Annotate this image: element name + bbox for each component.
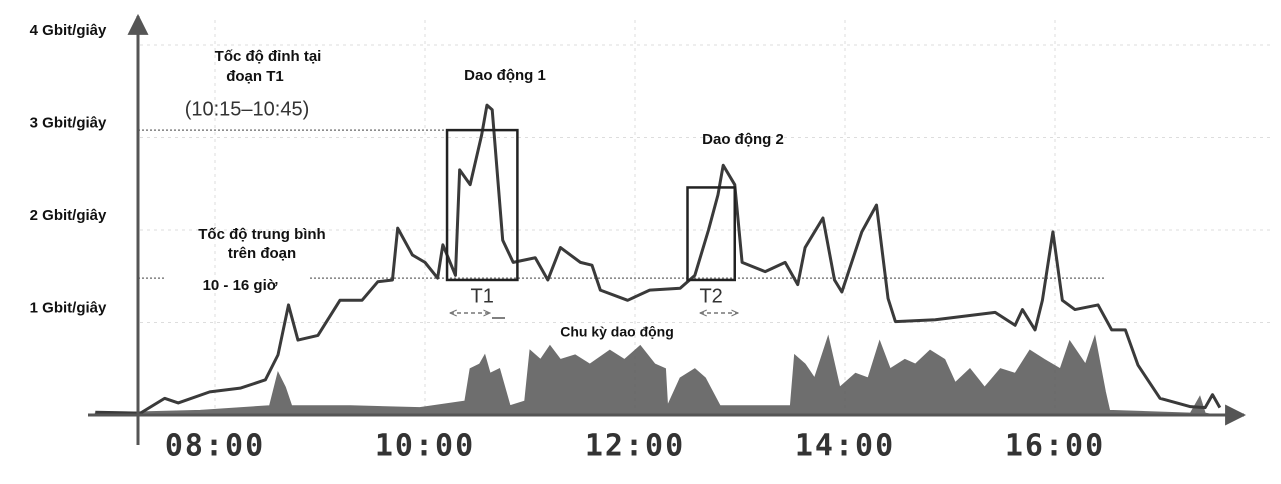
y-tick-label: 4 Gbit/giây — [30, 22, 107, 39]
annotation: Chu kỳ dao động — [560, 324, 674, 340]
annotation: Tốc độ trung bình — [198, 226, 325, 243]
x-tick-label: 10:00 — [375, 429, 475, 464]
x-tick-label: 08:00 — [165, 429, 265, 464]
annotation: 10 - 16 giờ — [203, 277, 278, 294]
y-tick-label: 2 Gbit/giây — [30, 207, 107, 224]
annotation: đoạn T1 — [226, 68, 284, 85]
annotation: Dao động 1 — [464, 67, 546, 84]
line — [95, 103, 1222, 415]
area — [94, 334, 1215, 416]
x-tick-label: 12:00 — [585, 429, 685, 464]
annotation: trên đoạn — [228, 245, 296, 262]
box-label: T2 — [699, 285, 722, 307]
box-label: T1 — [471, 285, 494, 307]
annotation: Dao động 2 — [702, 131, 784, 148]
annotation-box — [686, 186, 736, 282]
annotation: (10:15–10:45) — [185, 98, 310, 120]
plot — [94, 103, 1222, 416]
x-tick-label: 16:00 — [1005, 429, 1105, 464]
y-tick-label: 3 Gbit/giây — [30, 114, 107, 131]
annotation-box — [445, 128, 519, 282]
x-tick-label: 14:00 — [795, 429, 895, 464]
annotation: Tốc độ đỉnh tại — [215, 48, 322, 65]
grid — [140, 20, 1270, 412]
y-tick-label: 1 Gbit/giây — [30, 299, 107, 316]
